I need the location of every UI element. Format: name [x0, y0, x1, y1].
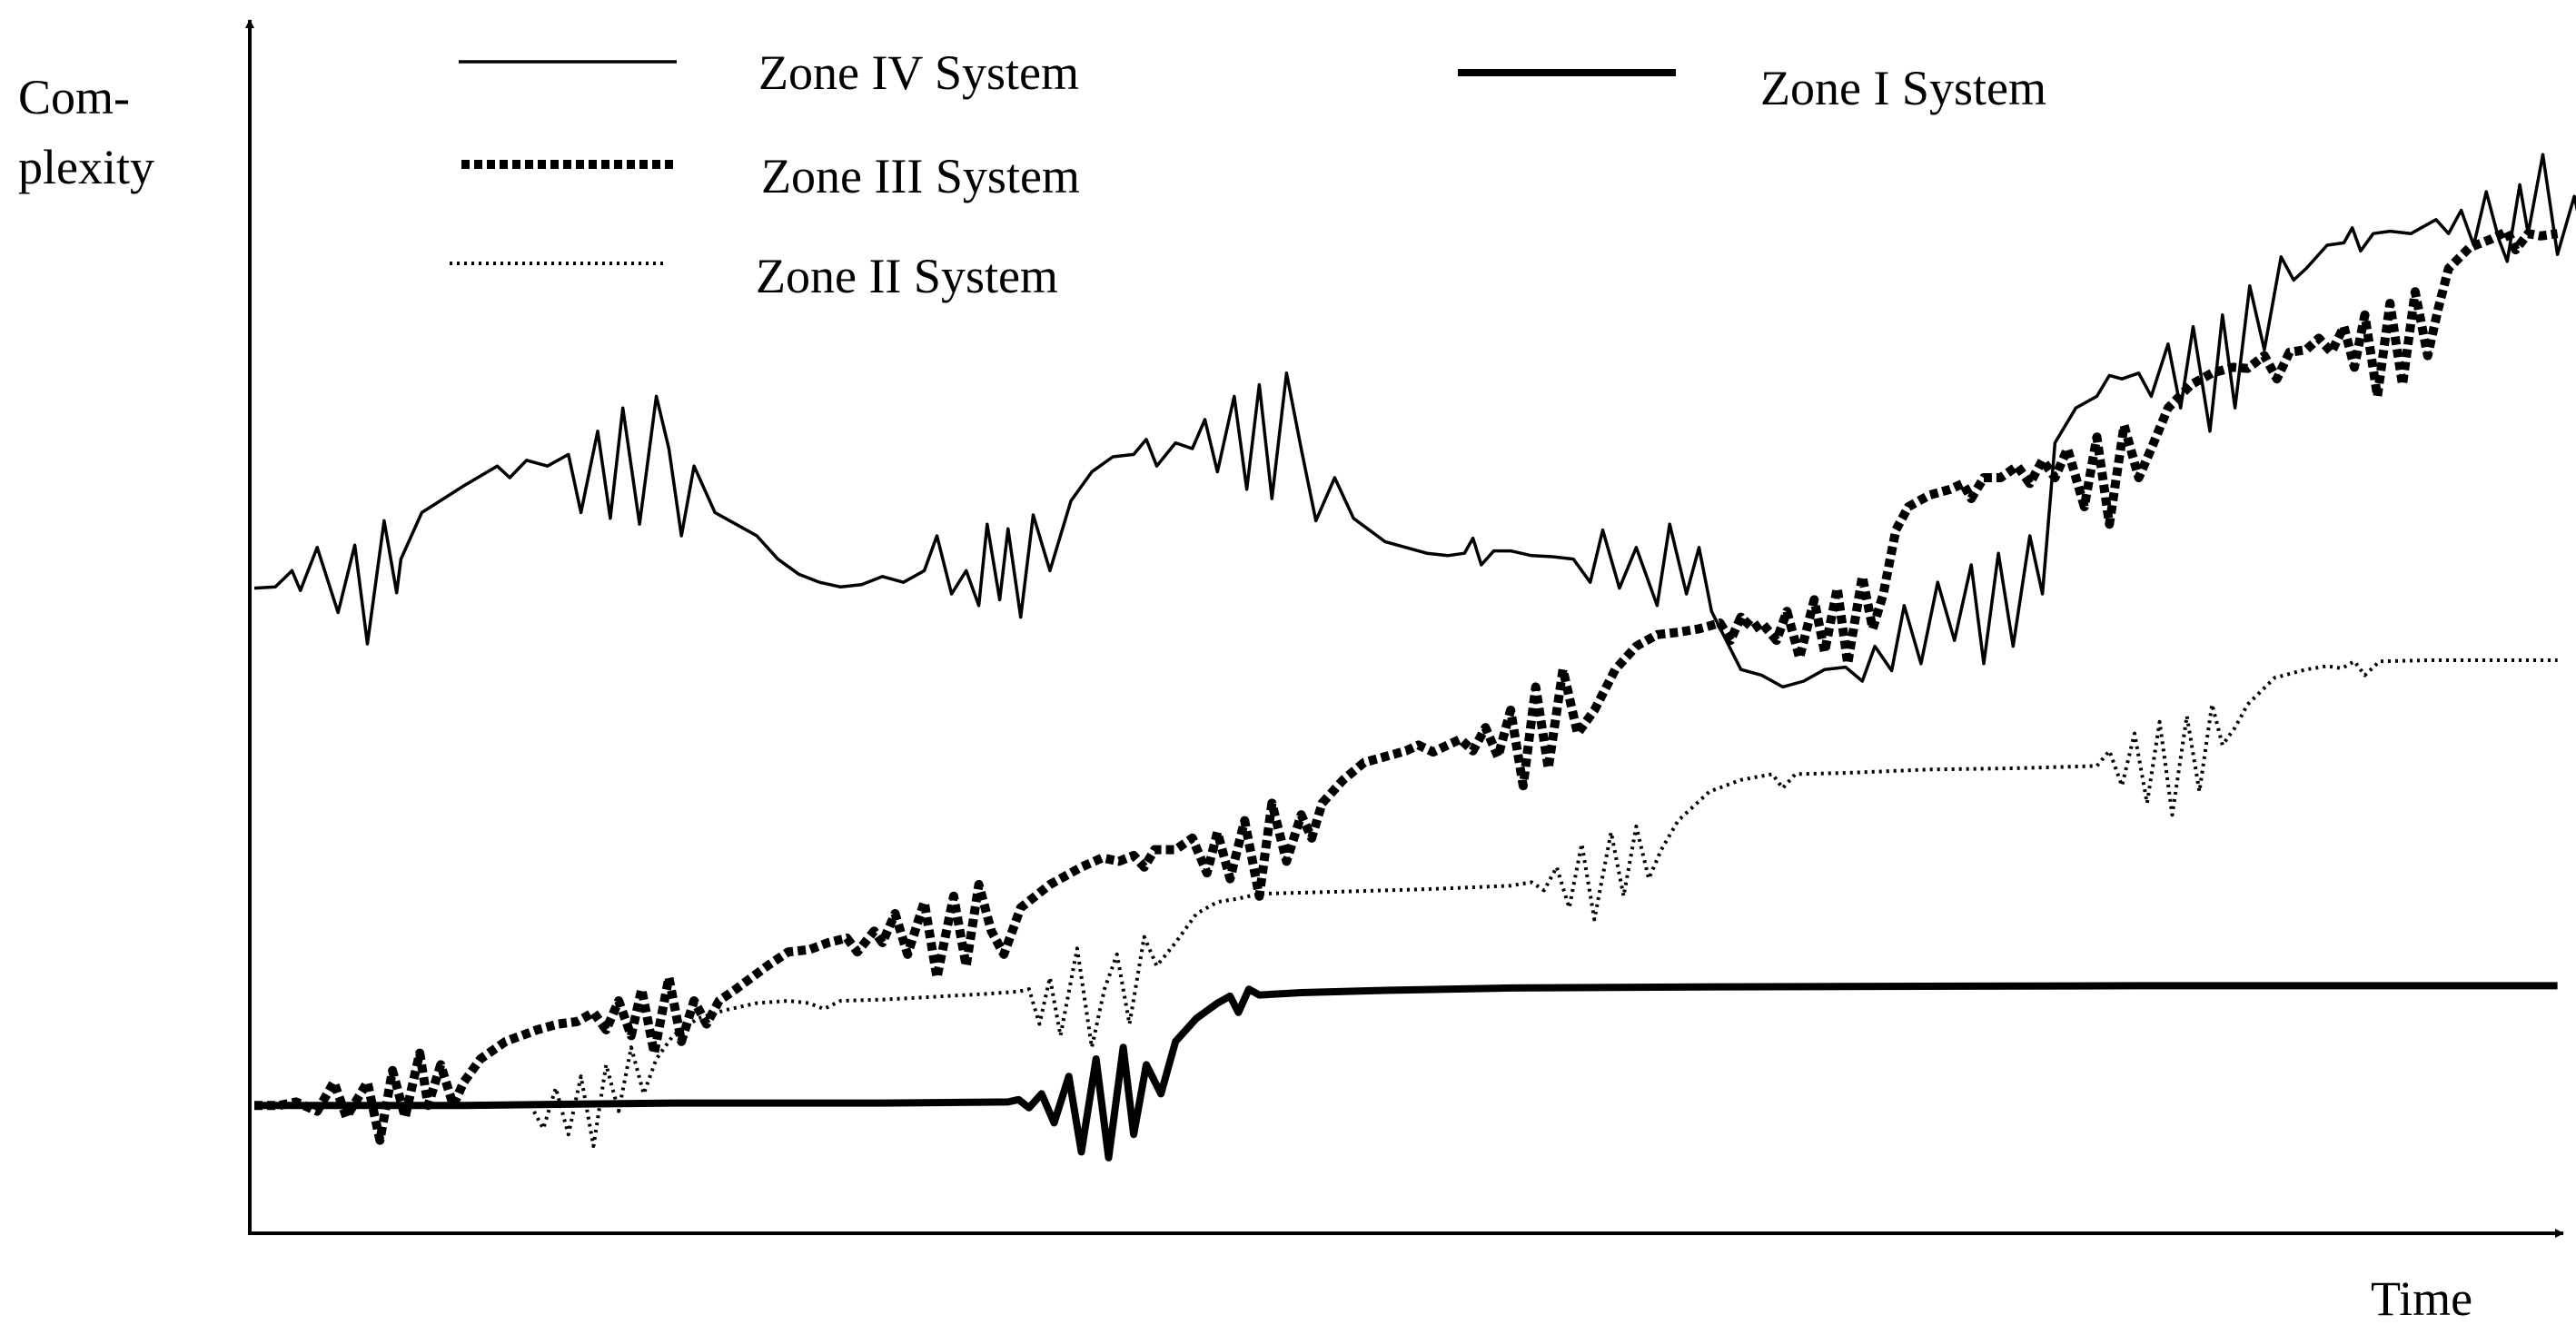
y-axis-label-line-1: Com- [18, 70, 130, 124]
legend-label-zone-i: Zone I System [1760, 61, 2046, 115]
legend-item-zone-iv: Zone IV System [459, 45, 1079, 100]
legend-item-zone-i: Zone I System [1458, 61, 2046, 115]
legend-item-zone-ii: Zone II System [450, 249, 1058, 303]
legend-label-zone-iii: Zone III System [761, 149, 1080, 203]
legend-item-zone-iii: Zone III System [461, 149, 1080, 203]
series-line-zone-i [254, 982, 2558, 1162]
legend-label-zone-ii: Zone II System [756, 249, 1058, 303]
series-line-zone-ii [254, 658, 2558, 1148]
series-lines [253, 153, 2576, 1162]
series-line-zone-iv [253, 153, 2576, 689]
x-axis-label: Time [2371, 1271, 2472, 1326]
legend: Zone IV System Zone III System Zone II S… [450, 45, 2046, 303]
legend-label-zone-iv: Zone IV System [758, 45, 1079, 100]
y-axis-label-line-2: plexity [18, 140, 154, 194]
series-line-zone-iii [254, 226, 2559, 1145]
